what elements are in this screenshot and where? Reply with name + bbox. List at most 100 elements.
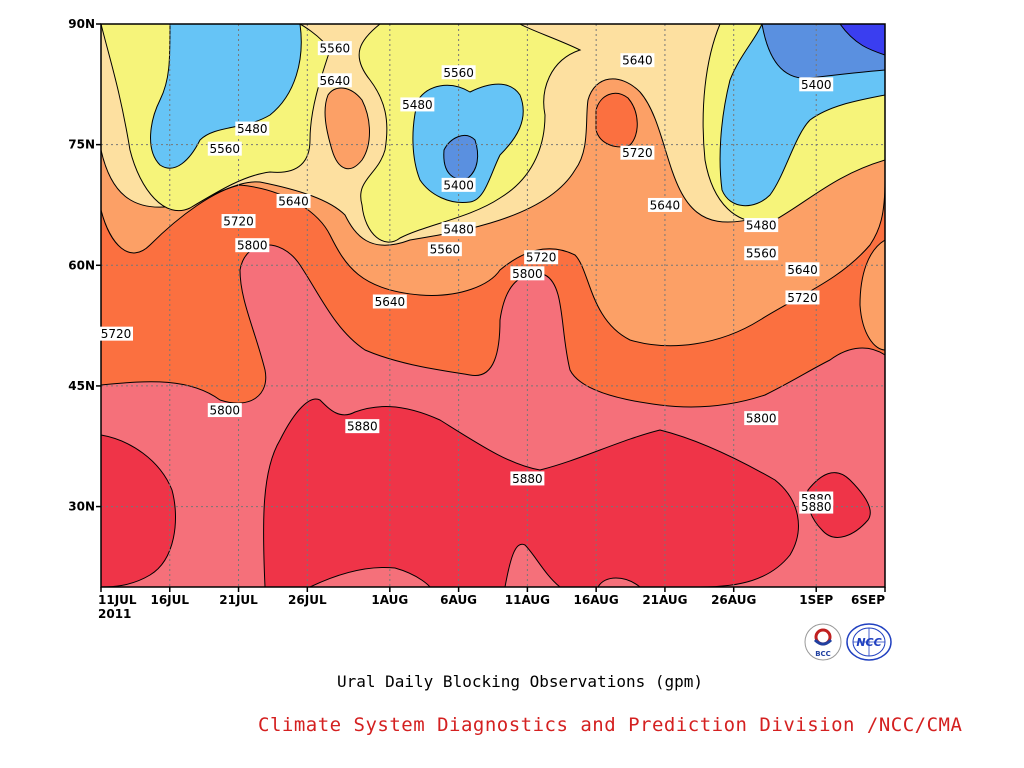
band-gt5880-left	[101, 434, 177, 587]
band-5640-5720-island-a	[324, 87, 370, 170]
contour-label-bg	[372, 294, 407, 309]
contour-label-bg	[235, 238, 270, 253]
x-tick-label-1: 16JUL	[150, 593, 189, 607]
contour-label-text: 5640	[320, 74, 351, 88]
contour-label: 5800	[207, 403, 242, 418]
contour-label: 5720	[99, 326, 133, 341]
contour-label-text: 5400	[801, 78, 832, 92]
contour-label: 5640	[785, 262, 820, 277]
contour-label-bg	[510, 266, 545, 281]
y-tick-label-0: 90N	[68, 17, 95, 31]
contour-label: 5480	[441, 222, 476, 237]
contour-label: 5640	[647, 197, 682, 212]
x-tick-label-5: 6AUG	[440, 593, 477, 607]
contour-fills	[101, 24, 885, 587]
contour-label: 5720	[785, 290, 820, 305]
contour-label: 5720	[221, 214, 256, 229]
contour-label: 5800	[744, 411, 779, 426]
contour-label-bg	[317, 41, 352, 56]
contour-label-text: 5640	[650, 198, 681, 212]
contour-label-text: 5880	[512, 472, 543, 486]
y-tick-label-2: 60N	[68, 258, 95, 272]
contour-label-bg	[744, 218, 779, 233]
contour-label: 5720	[620, 145, 655, 160]
contour-label-text: 5800	[746, 412, 777, 426]
bcc-logo-icon: BCC	[804, 623, 842, 661]
y-tick-label-3: 45N	[68, 379, 95, 393]
footer-credit: Climate System Diagnostics and Predictio…	[258, 714, 963, 736]
contour-label-text: 5560	[320, 42, 351, 56]
contour-label-text: 5400	[443, 178, 474, 192]
contour-label: 5880	[799, 499, 834, 514]
chart-title: Ural Daily Blocking Observations (gpm)	[336, 672, 704, 691]
x-year-label: 2011	[98, 607, 131, 621]
contour-label-bg	[524, 250, 559, 265]
ncc-logo-text: NCC	[856, 636, 881, 649]
contour-label: 5640	[620, 53, 655, 68]
axes: 90N 75N 60N 45N 30N 11JUL 16JUL 21JUL 26JUL 1AUG 6…	[68, 17, 886, 621]
contour-label: 5560	[441, 65, 476, 80]
contour-label-bg	[620, 145, 655, 160]
contour-label-bg	[99, 326, 133, 341]
band-5800-5880-island-b	[504, 543, 561, 587]
contour-label-bg	[785, 262, 820, 277]
contour-labels: 5560 5640 5560 5480 5640 5400 5480 5560 5720 5400…	[99, 41, 834, 514]
contour-label-text: 5560	[210, 142, 241, 156]
contour-label: 5480	[744, 218, 779, 233]
x-tick-label-2: 21JUL	[219, 593, 258, 607]
contour-label-text: 5640	[278, 194, 309, 208]
x-tick-label-9: 26AUG	[711, 593, 756, 607]
contour-label-text: 5720	[787, 291, 818, 305]
contour-label: 5640	[372, 294, 407, 309]
contour-label-text: 5720	[526, 251, 557, 265]
y-tick-label-4: 30N	[68, 500, 95, 514]
contour-label-text: 5800	[512, 267, 543, 281]
band-gt5880-right	[806, 472, 871, 538]
contour-label: 5560	[317, 41, 352, 56]
contour-label-text: 5720	[223, 215, 254, 229]
contour-label-text: 5640	[622, 54, 653, 68]
contour-label-text: 5800	[237, 239, 268, 253]
contour-label-text: 5720	[101, 327, 132, 341]
contour-label-text: 5800	[210, 404, 241, 418]
contour-label-bg	[207, 403, 242, 418]
band-5800-5880-island-a	[309, 566, 431, 587]
x-tick-label-10: 1SEP	[799, 593, 833, 607]
contour-label-bg	[221, 214, 256, 229]
contour-label: 5400	[441, 177, 476, 192]
contour-label: 5560	[207, 141, 242, 156]
contour-label: 5720	[524, 250, 559, 265]
contour-label-text: 5640	[375, 295, 406, 309]
contour-label: 5880	[345, 419, 380, 434]
contour-label-text: 5640	[787, 263, 818, 277]
contour-label: 5480	[400, 97, 435, 112]
contour-label: 5800	[510, 266, 545, 281]
contour-label-bg	[427, 242, 462, 257]
band-5400-5480-a	[150, 24, 302, 169]
contour-label-text: 5560	[746, 247, 777, 261]
contour-label-bg	[620, 53, 655, 68]
contour-label-bg	[317, 73, 352, 88]
contour-label-bg	[441, 65, 476, 80]
ncc-logo-icon: NCC	[846, 623, 892, 661]
contour-label-text: 5480	[402, 98, 433, 112]
band-lt5320	[839, 24, 885, 56]
x-tick-label-4: 1AUG	[371, 593, 408, 607]
contour-label-bg	[345, 419, 380, 434]
contour-label-text: 5720	[622, 146, 653, 160]
contour-label: 5640	[276, 193, 311, 208]
band-5640-5720-island-b	[859, 239, 885, 351]
x-tick-label-3: 26JUL	[288, 593, 327, 607]
contour-label: 5400	[799, 77, 834, 92]
contour-label-text: 5560	[443, 66, 474, 80]
contour-label-bg	[510, 471, 545, 486]
contour-label-bg	[400, 97, 435, 112]
contour-label: 5560	[744, 246, 779, 261]
contour-label-bg	[799, 499, 834, 514]
contour-label-bg	[441, 222, 476, 237]
contour-label: 5880	[510, 471, 545, 486]
contour-label-bg	[207, 141, 242, 156]
contour-label-bg	[799, 77, 834, 92]
contour-label: 5640	[317, 73, 352, 88]
